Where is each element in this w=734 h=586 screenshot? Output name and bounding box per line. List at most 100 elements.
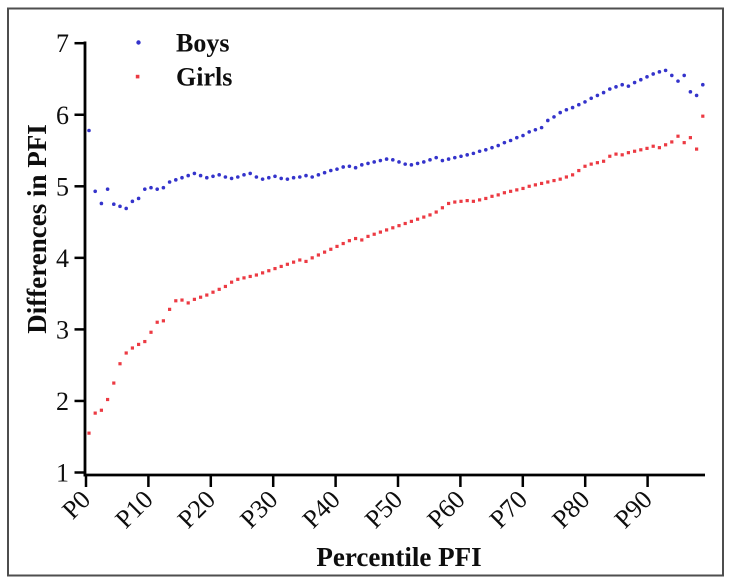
data-point-girls: [428, 213, 432, 217]
x-tick-label: P40: [297, 485, 346, 534]
x-tick-label: P50: [359, 485, 408, 534]
legend-label-boys: Boys: [176, 29, 229, 58]
data-point-girls: [440, 206, 444, 210]
x-tick-label: P80: [546, 485, 595, 534]
data-point-girls: [124, 351, 128, 355]
data-point-boys: [360, 163, 364, 167]
data-point-boys: [304, 173, 308, 178]
data-point-boys: [298, 175, 302, 179]
data-point-girls: [682, 141, 686, 145]
data-point-girls: [335, 244, 339, 249]
data-point-girls: [639, 148, 643, 152]
x-axis-title: Percentile PFI: [316, 542, 481, 572]
data-point-girls: [285, 262, 289, 266]
data-point-girls: [143, 339, 147, 344]
data-point-girls: [106, 397, 110, 402]
data-point-girls: [397, 224, 401, 228]
x-tick-label: P60: [422, 485, 471, 534]
data-point-girls: [657, 146, 661, 150]
data-point-girls: [186, 301, 190, 305]
data-point-girls: [664, 143, 668, 147]
data-point-boys: [335, 167, 339, 171]
data-point-boys: [118, 204, 122, 209]
data-point-boys: [639, 77, 643, 82]
data-point-boys: [608, 87, 612, 91]
data-point-girls: [459, 199, 463, 203]
data-point-girls: [192, 297, 196, 301]
data-point-boys: [694, 93, 699, 98]
y-axis-ticks: 1 2 3 4 5 6 7: [56, 29, 85, 488]
data-point-boys: [533, 127, 538, 132]
x-axis-ticks: P0 P10 P20 P30 P40 P50 P60 P70 P80 P90: [56, 475, 658, 534]
data-point-girls: [310, 256, 314, 260]
data-point-girls: [180, 298, 184, 302]
data-point-girls: [688, 136, 692, 140]
data-point-girls: [93, 411, 97, 415]
data-point-girls: [161, 319, 165, 323]
data-point-boys: [484, 148, 488, 152]
data-point-boys: [589, 96, 593, 101]
data-point-boys: [564, 107, 569, 112]
data-point-girls: [217, 287, 221, 291]
data-point-boys: [453, 155, 457, 160]
data-point-girls: [583, 164, 587, 168]
data-point-boys: [198, 173, 203, 178]
data-point-boys: [440, 158, 445, 163]
data-point-boys: [403, 162, 408, 166]
data-point-girls: [447, 201, 451, 206]
data-point-boys: [459, 154, 463, 159]
y-tick-label: 1: [56, 459, 69, 488]
data-point-boys: [273, 174, 277, 179]
data-point-girls: [626, 151, 630, 155]
data-point-boys: [701, 82, 705, 87]
data-point-boys: [112, 202, 116, 206]
legend-marker-boys-icon: [136, 40, 141, 45]
data-point-girls: [316, 253, 320, 257]
data-point-boys: [192, 171, 197, 176]
y-tick-label: 7: [56, 29, 69, 58]
data-point-boys: [626, 84, 631, 88]
y-tick-label: 4: [56, 244, 69, 273]
data-point-boys: [372, 160, 377, 164]
data-point-girls: [378, 230, 382, 234]
data-point-boys: [471, 151, 476, 156]
data-point-girls: [577, 168, 581, 173]
data-point-boys: [552, 115, 556, 119]
data-point-girls: [347, 239, 351, 243]
data-point-girls: [453, 200, 457, 204]
data-point-girls: [670, 140, 674, 144]
data-point-girls: [558, 177, 562, 181]
data-point-boys: [149, 185, 153, 190]
data-point-girls: [434, 210, 438, 214]
data-point-boys: [515, 135, 519, 140]
data-point-boys: [366, 161, 370, 166]
data-point-boys: [353, 165, 358, 170]
data-point-boys: [539, 125, 544, 130]
data-point-girls: [695, 147, 699, 151]
data-point-girls: [564, 175, 568, 179]
legend-marker-girls-icon: [135, 74, 140, 79]
data-point-girls: [118, 362, 122, 366]
data-point-girls: [174, 299, 178, 303]
data-point-girls: [329, 247, 333, 251]
data-point-girls: [99, 408, 103, 412]
data-point-boys: [546, 118, 550, 123]
data-point-boys: [180, 175, 184, 180]
data-point-girls: [304, 259, 308, 264]
x-tick-label: P0: [56, 485, 96, 525]
data-point-girls: [149, 330, 153, 334]
data-point-boys: [99, 201, 104, 206]
data-point-boys: [446, 157, 451, 161]
legend: Boys Girls: [135, 29, 232, 92]
data-point-boys: [496, 143, 501, 148]
data-point-girls: [279, 264, 283, 269]
data-point-girls: [242, 276, 246, 280]
data-point-boys: [223, 175, 228, 179]
data-point-boys: [620, 82, 624, 87]
data-point-boys: [601, 90, 606, 95]
y-tick-label: 6: [56, 101, 69, 130]
data-point-boys: [254, 175, 259, 179]
data-point-girls: [298, 258, 302, 262]
